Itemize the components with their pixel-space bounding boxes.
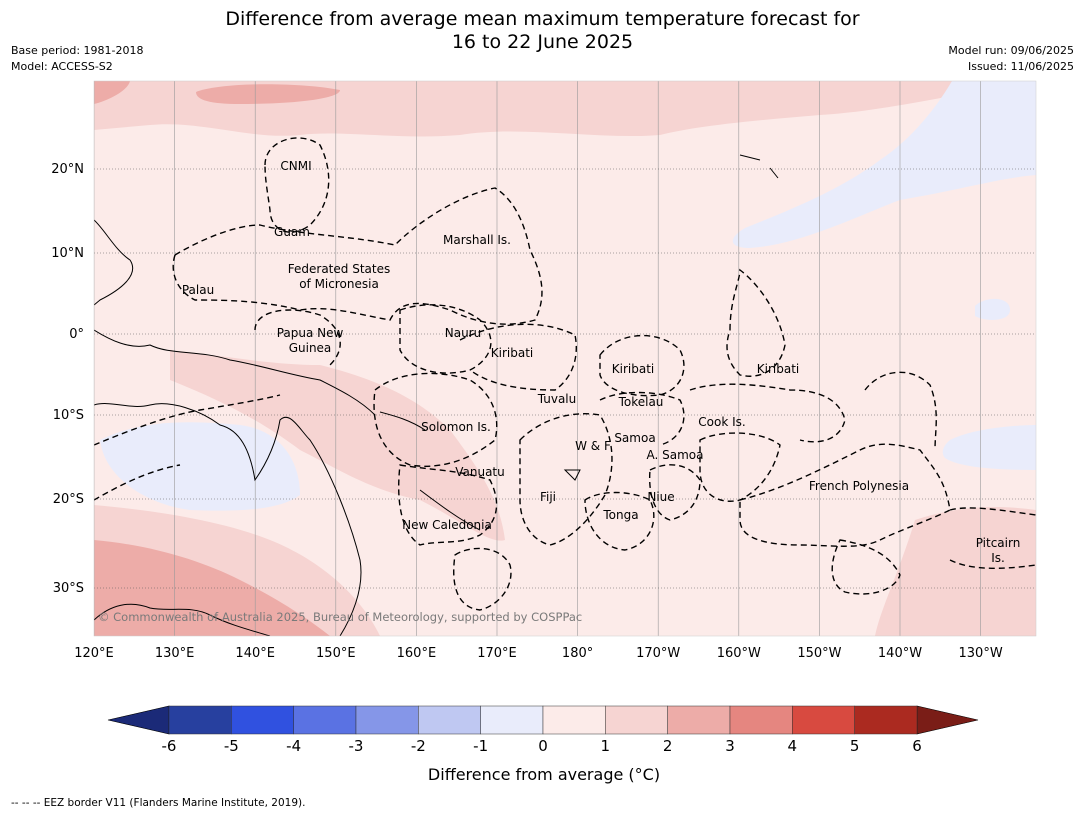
label-vanuatu: Vanuatu xyxy=(455,465,505,479)
longitude-labels: 120°E 130°E 140°E 150°E 160°E 170°E 180° 170°W 1… xyxy=(74,646,1003,661)
map-frame xyxy=(93,80,1037,637)
label-cnmi: CNMI xyxy=(280,159,311,173)
colorbar-swatch xyxy=(231,705,294,735)
latitude-tick-label: 0° xyxy=(69,327,84,342)
label-new-caledonia: New Caledonia xyxy=(402,518,492,532)
label-cook: Cook Is. xyxy=(698,415,745,429)
longitude-tick-label: 120°E xyxy=(74,646,114,661)
latitude-labels: 20°N 10°N 0° 10°S 20°S 30°S xyxy=(51,162,84,596)
colorbar-swatch xyxy=(480,705,544,735)
longitude-tick-label: 140°E xyxy=(235,646,275,661)
anomaly-field xyxy=(94,81,1036,636)
label-marshall: Marshall Is. xyxy=(443,233,511,247)
colorbar-extend-high xyxy=(916,705,979,735)
label-guam: Guam xyxy=(274,225,310,239)
eez-legend-note: -- -- -- EEZ border V11 (Flanders Marine… xyxy=(11,797,306,809)
latitude-tick-label: 20°N xyxy=(51,162,84,177)
longitude-tick-label: 150°W xyxy=(797,646,841,661)
colorbar-label: Difference from average (°C) xyxy=(428,765,660,784)
colorbar-swatch xyxy=(667,705,731,735)
issued-date: Issued: 11/06/2025 xyxy=(967,60,1074,73)
colorbar-tick-label: -3 xyxy=(349,737,364,755)
coastlines xyxy=(94,154,779,636)
longitude-tick-label: 140°W xyxy=(878,646,922,661)
longitude-tick-label: 180° xyxy=(562,646,593,661)
label-fsm-1: Federated States xyxy=(288,262,390,276)
label-palau: Palau xyxy=(182,283,214,297)
colorbar-swatch xyxy=(355,705,419,735)
colorbar-swatch xyxy=(792,705,855,735)
longitude-tick-label: 160°E xyxy=(397,646,437,661)
label-kiribati-east: Kiribati xyxy=(757,362,799,376)
colorbar-tick-label: 5 xyxy=(850,737,860,755)
colorbar-tick-label: 3 xyxy=(725,737,735,755)
colorbar-swatch xyxy=(542,705,606,735)
label-kiribati-central: Kiribati xyxy=(612,362,654,376)
colorbar-swatch xyxy=(605,705,668,735)
longitude-tick-label: 170°W xyxy=(636,646,680,661)
colorbar-tick-label: 2 xyxy=(663,737,673,755)
longitude-tick-label: 160°W xyxy=(717,646,761,661)
colorbar-tick-label: -4 xyxy=(286,737,301,755)
label-png-1: Papua New xyxy=(277,326,344,340)
latitude-tick-label: 20°S xyxy=(53,492,84,507)
label-pitcairn-2: Is. xyxy=(991,551,1005,565)
colorbar-swatch xyxy=(293,705,357,735)
colorbar: -6 -5 -4 -3 -2 -1 0 1 2 3 4 5 6 xyxy=(107,705,979,755)
region-labels: CNMI Guam Marshall Is. Federated States … xyxy=(182,159,1020,565)
label-tuvalu: Tuvalu xyxy=(537,392,577,406)
longitude-tick-label: 130°E xyxy=(155,646,195,661)
colorbar-swatch xyxy=(418,705,481,735)
label-tonga: Tonga xyxy=(602,508,638,522)
map-gridlines xyxy=(94,81,1036,636)
colorbar-tick-label: -6 xyxy=(162,737,177,755)
label-solomon: Solomon Is. xyxy=(421,420,491,434)
label-png-2: Guinea xyxy=(289,341,332,355)
colorbar-tick-label: -2 xyxy=(411,737,426,755)
colorbar-swatch xyxy=(729,705,793,735)
colorbar-tick-label: -5 xyxy=(224,737,239,755)
label-nauru: Nauru xyxy=(445,326,481,340)
colorbar-tick-label: -1 xyxy=(473,737,488,755)
colorbar-tick-label: 6 xyxy=(912,737,922,755)
label-samoa: Samoa xyxy=(614,431,655,445)
label-french-polynesia: French Polynesia xyxy=(809,479,909,493)
label-fsm-2: of Micronesia xyxy=(299,277,379,291)
latitude-tick-label: 10°N xyxy=(51,246,84,261)
longitude-tick-label: 130°W xyxy=(959,646,1003,661)
copyright-notice: © Commonwealth of Australia 2025, Bureau… xyxy=(98,610,582,624)
colorbar-swatch xyxy=(854,705,918,735)
label-kiribati-west: Kiribati xyxy=(491,346,533,360)
title-line-1: Difference from average mean maximum tem… xyxy=(225,8,860,30)
model-name: Model: ACCESS-S2 xyxy=(11,60,113,73)
model-run: Model run: 09/06/2025 xyxy=(948,44,1074,57)
label-fiji: Fiji xyxy=(540,490,556,504)
colorbar-tick-label: 1 xyxy=(601,737,611,755)
label-tokelau: Tokelau xyxy=(618,395,664,409)
label-pitcairn-1: Pitcairn xyxy=(976,536,1021,550)
label-asamoa: A. Samoa xyxy=(647,448,704,462)
colorbar-tick-label: 0 xyxy=(538,737,548,755)
latitude-tick-label: 10°S xyxy=(53,408,84,423)
label-niue: Niue xyxy=(647,490,674,504)
colorbar-extend-low xyxy=(107,705,170,735)
title-line-2: 16 to 22 June 2025 xyxy=(451,31,634,53)
longitude-tick-label: 170°E xyxy=(477,646,517,661)
base-period: Base period: 1981-2018 xyxy=(11,44,144,57)
colorbar-swatch xyxy=(168,705,232,735)
longitude-tick-label: 150°E xyxy=(316,646,356,661)
colorbar-tick-label: 4 xyxy=(788,737,798,755)
eez-borders xyxy=(94,137,1036,611)
latitude-tick-label: 30°S xyxy=(53,581,84,596)
label-wf: W & F xyxy=(575,439,611,453)
